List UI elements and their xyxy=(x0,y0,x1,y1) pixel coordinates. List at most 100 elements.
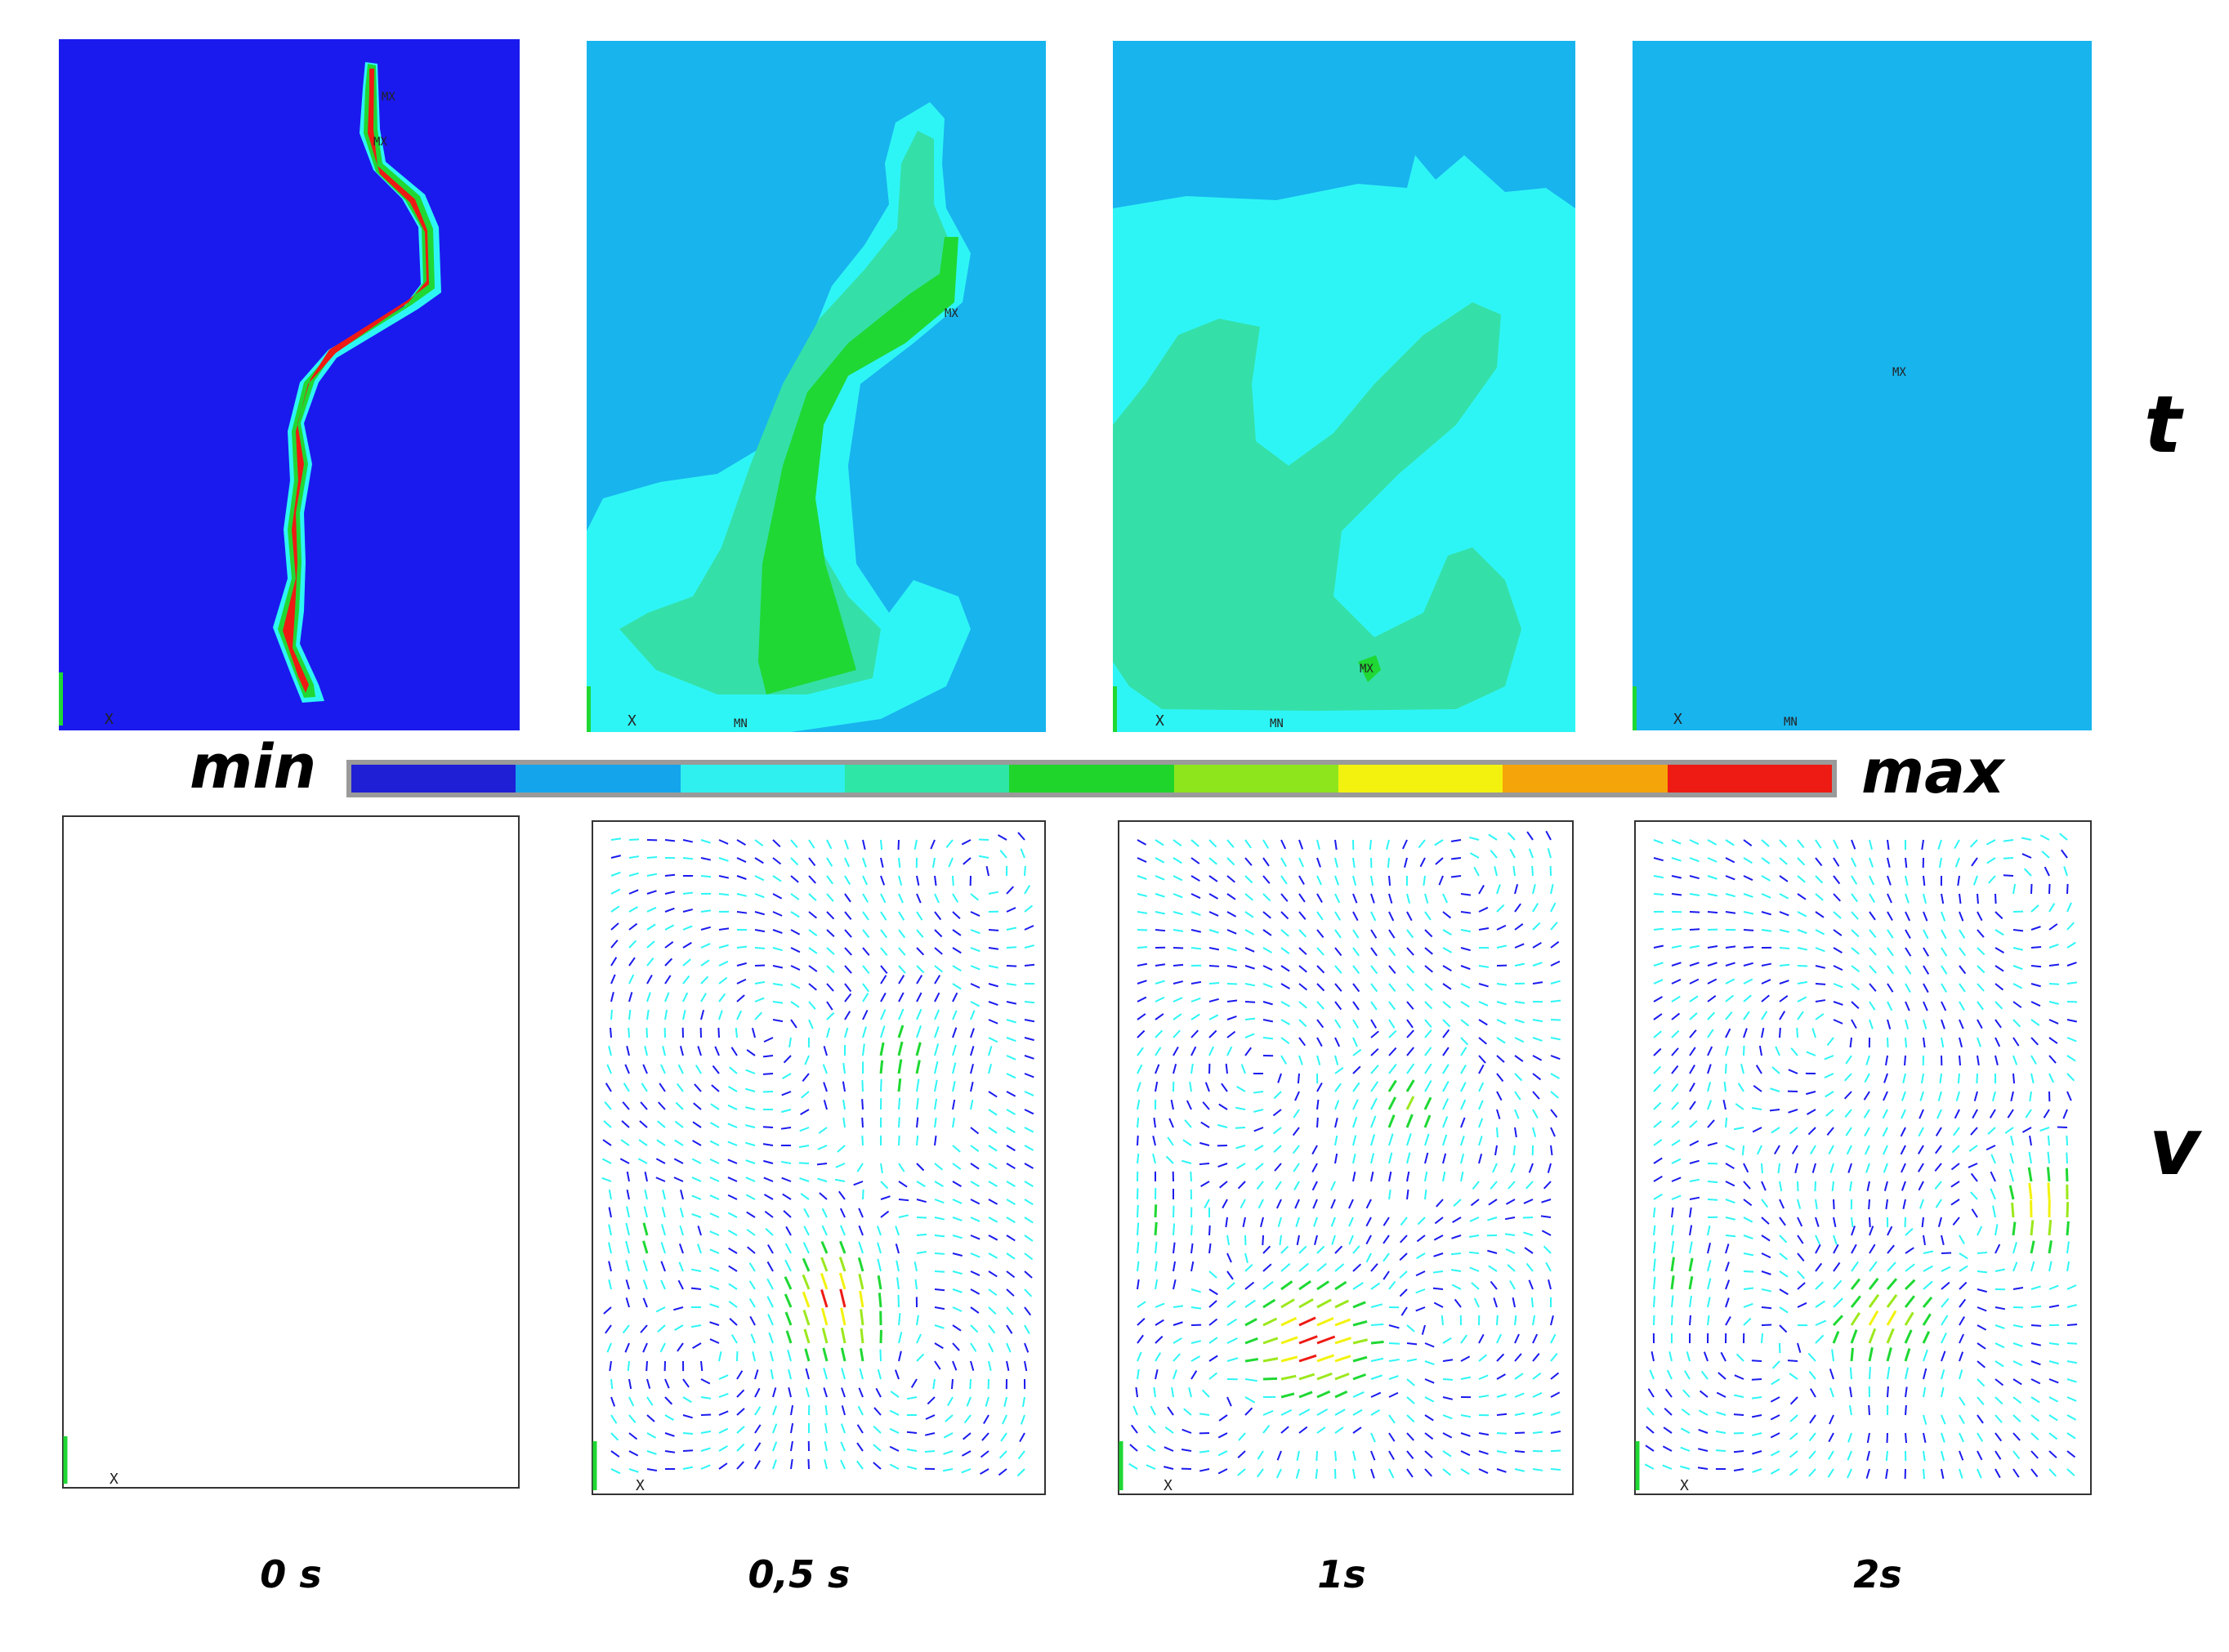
velocity-vector xyxy=(1406,1171,1410,1182)
velocity-vector xyxy=(1698,1448,1709,1452)
velocity-vector xyxy=(727,1176,738,1182)
velocity-vector xyxy=(1758,1045,1762,1056)
velocity-vector xyxy=(1478,1037,1487,1045)
velocity-vector xyxy=(1190,1306,1202,1310)
velocity-vector xyxy=(1707,1199,1718,1201)
velocity-vector xyxy=(808,1019,814,1029)
velocity-vector xyxy=(1423,1114,1432,1128)
velocity-vector xyxy=(877,1242,882,1254)
velocity-vector xyxy=(1406,1468,1414,1478)
velocity-vector xyxy=(1442,1081,1450,1092)
velocity-vector xyxy=(1935,1145,1942,1154)
velocity-vector xyxy=(1707,1119,1715,1128)
velocity-vector xyxy=(1994,1306,2006,1310)
velocity-vector xyxy=(2066,981,2078,985)
velocity-vector xyxy=(1844,1073,1852,1082)
velocity-vector xyxy=(1523,1199,1534,1204)
velocity-vector xyxy=(2030,1305,2042,1308)
velocity-vector xyxy=(808,893,817,901)
velocity-vector xyxy=(1292,1145,1300,1154)
velocity-vector xyxy=(897,1025,905,1038)
velocity-vector xyxy=(1173,1242,1176,1254)
velocity-vector xyxy=(1155,1013,1164,1020)
velocity-vector xyxy=(1779,1181,1783,1192)
velocity-vector xyxy=(626,1189,630,1200)
velocity-vector xyxy=(690,1287,702,1290)
velocity-vector xyxy=(1190,1288,1201,1293)
velocity-vector xyxy=(1460,1047,1467,1056)
velocity-vector xyxy=(988,1037,998,1043)
velocity-vector xyxy=(1919,1091,1924,1101)
velocity-vector xyxy=(1532,1019,1543,1023)
velocity-vector xyxy=(691,1212,702,1218)
velocity-vector xyxy=(1433,1252,1444,1257)
velocity-vector xyxy=(1155,980,1165,985)
velocity-vector xyxy=(1155,875,1165,881)
velocity-vector xyxy=(1887,875,1892,886)
velocity-vector xyxy=(664,891,676,895)
velocity-vector xyxy=(1173,857,1182,864)
velocity-vector xyxy=(1424,1152,1429,1164)
velocity-vector xyxy=(1352,947,1360,957)
velocity-vector xyxy=(873,1407,882,1416)
velocity-vector xyxy=(1137,946,1148,949)
velocity-vector xyxy=(1514,1392,1525,1398)
velocity-vector xyxy=(934,1026,940,1038)
velocity-vector xyxy=(1900,1145,1906,1155)
x-axis-marker: X xyxy=(1164,1477,1173,1494)
velocity-vector xyxy=(998,1450,1007,1459)
velocity-vector xyxy=(1253,1091,1264,1094)
velocity-vector xyxy=(606,1342,612,1353)
velocity-vector xyxy=(1905,911,1911,922)
velocity-vector xyxy=(1532,884,1536,895)
velocity-vector xyxy=(2030,983,2041,988)
velocity-vector xyxy=(862,1189,864,1200)
velocity-vector xyxy=(628,1396,635,1407)
velocity-vector xyxy=(1024,1127,1034,1133)
velocity-vector xyxy=(802,1257,811,1272)
velocity-vector xyxy=(2003,857,2014,859)
velocity-vector xyxy=(788,1386,792,1398)
velocity-vector xyxy=(856,1424,864,1434)
velocity-vector xyxy=(1653,839,1664,845)
velocity-vector xyxy=(2066,1202,2070,1218)
velocity-vector xyxy=(700,959,710,967)
velocity-vector xyxy=(625,1297,630,1308)
velocity-vector xyxy=(1244,983,1256,987)
velocity-vector xyxy=(1388,1375,1399,1380)
velocity-vector xyxy=(709,1248,720,1254)
velocity-vector xyxy=(1244,1378,1257,1382)
velocity-vector xyxy=(1509,1280,1516,1290)
velocity-vector xyxy=(1532,1333,1539,1344)
velocity-vector xyxy=(880,893,887,904)
velocity-vector xyxy=(1990,1188,1996,1200)
velocity-vector xyxy=(934,1342,944,1350)
velocity-vector xyxy=(1262,1337,1279,1345)
velocity-vector xyxy=(1806,1051,1816,1056)
velocity-vector xyxy=(763,1194,774,1200)
velocity-vector xyxy=(1941,1281,1950,1290)
velocity-vector xyxy=(603,1120,612,1128)
velocity-vector xyxy=(1334,1100,1340,1110)
velocity-vector xyxy=(1547,848,1552,859)
velocity-vector xyxy=(1370,965,1378,975)
velocity-vector xyxy=(1473,1297,1480,1308)
velocity-vector xyxy=(736,1461,744,1470)
velocity-vector xyxy=(2030,904,2039,913)
velocity-vector xyxy=(1298,839,1304,850)
velocity-vector xyxy=(1244,1318,1257,1327)
velocity-vector xyxy=(1923,947,1930,957)
velocity-vector xyxy=(1254,1145,1264,1151)
velocity-vector xyxy=(1851,929,1860,938)
velocity-vector xyxy=(2048,1019,2059,1025)
velocity-vector xyxy=(1807,1352,1816,1362)
velocity-vector xyxy=(1797,996,1807,1002)
max-marker: MX xyxy=(382,91,395,104)
velocity-vector xyxy=(1370,1282,1381,1290)
velocity-vector xyxy=(2048,1378,2059,1384)
velocity-vector xyxy=(1442,911,1452,919)
velocity-vector xyxy=(943,1450,954,1455)
velocity-vector xyxy=(736,911,748,914)
velocity-vector xyxy=(1006,907,1016,913)
velocity-vector xyxy=(620,1139,630,1146)
